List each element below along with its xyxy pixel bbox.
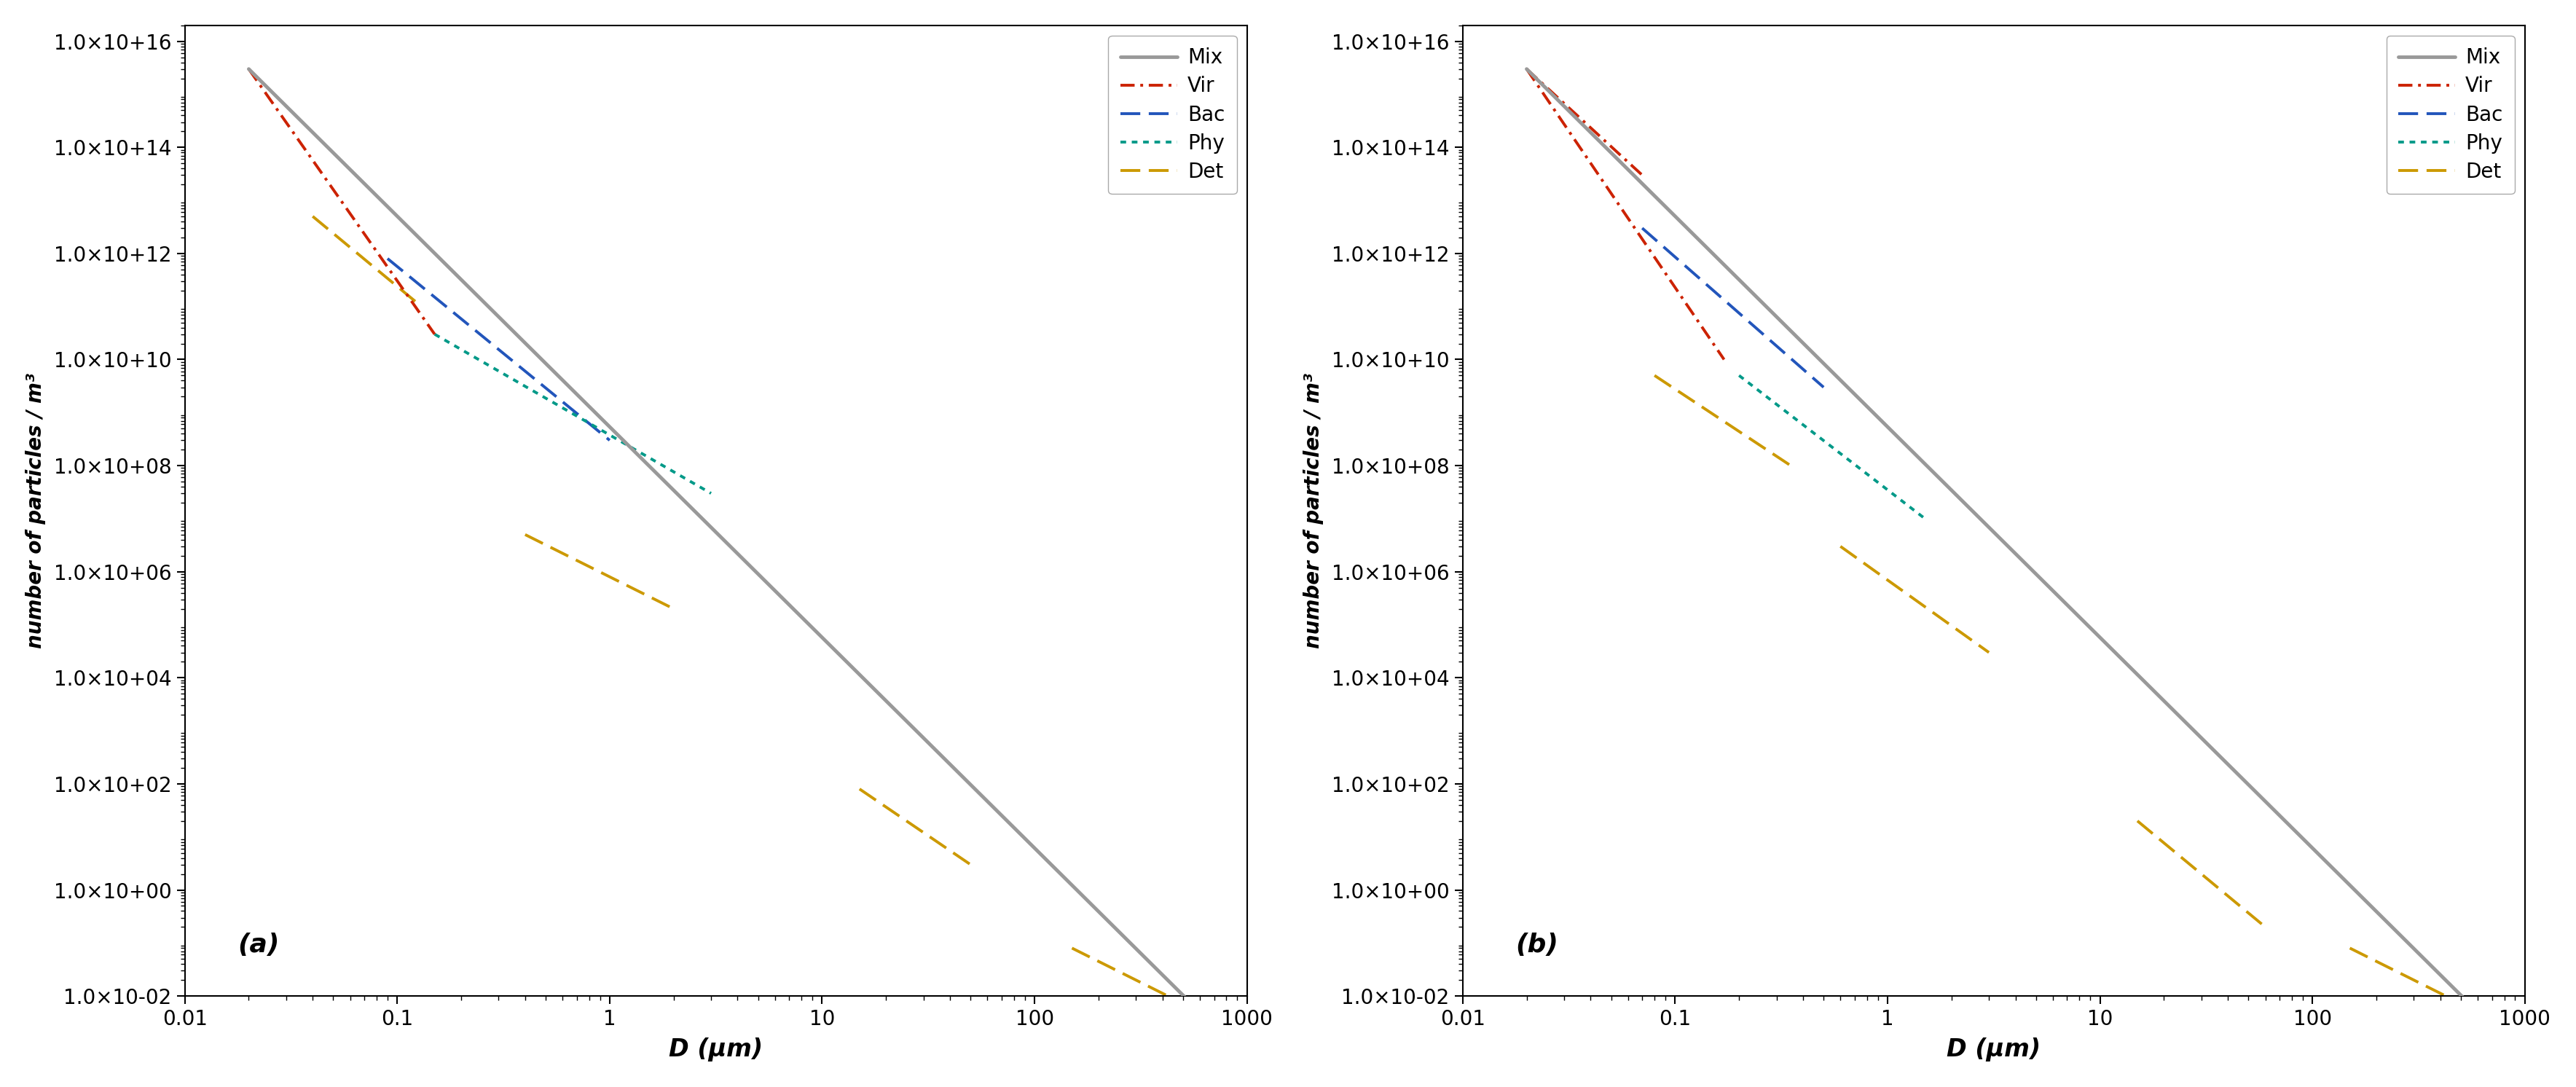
Bac (502, 360, 533, 373)
Det (1721, 423, 1752, 436)
Bac (507, 363, 538, 376)
Line: Vir: Vir (1528, 68, 1641, 175)
Text: (a): (a) (237, 933, 281, 958)
Mix (796, 621, 827, 634)
Bac (559, 405, 590, 418)
Vir (234, 63, 265, 76)
Vir (1607, 152, 1638, 165)
Vir (1579, 126, 1610, 139)
Phy (670, 472, 701, 485)
Vir (1625, 168, 1656, 182)
Mix (234, 62, 265, 75)
Text: (b): (b) (1515, 933, 1558, 958)
Det (296, 210, 327, 223)
Mix (237, 65, 268, 78)
Phy (587, 425, 618, 438)
Phy (1837, 457, 1868, 470)
Det (1721, 423, 1752, 436)
Mix (1512, 62, 1543, 75)
Phy (420, 327, 451, 340)
Vir (345, 221, 376, 234)
Phy (1909, 512, 1940, 525)
Det (363, 263, 394, 276)
X-axis label: D (μm): D (μm) (1947, 1038, 2040, 1062)
Mix (799, 624, 829, 637)
Line: Phy: Phy (1739, 375, 1924, 518)
Line: Mix: Mix (250, 68, 1200, 1012)
Phy (652, 462, 683, 475)
Bac (1734, 316, 1765, 329)
Vir (402, 303, 433, 316)
Bac (505, 360, 536, 373)
Vir (1579, 125, 1610, 138)
Mix (1095, 917, 1126, 930)
Bac (1739, 318, 1770, 332)
Det (1723, 424, 1754, 437)
Bac (1808, 380, 1839, 393)
Line: Mix: Mix (1528, 68, 2478, 1012)
Line: Phy: Phy (435, 334, 711, 493)
Det (389, 286, 420, 299)
Y-axis label: number of particles / m³: number of particles / m³ (1303, 373, 1324, 648)
Bac (1734, 316, 1765, 329)
Mix (1515, 65, 1546, 78)
Det (1638, 368, 1669, 382)
Mix (817, 639, 848, 652)
Det (1638, 370, 1669, 383)
Phy (1723, 368, 1754, 382)
Line: Vir: Vir (250, 68, 435, 334)
Vir (1512, 62, 1543, 75)
Mix (1185, 1005, 1216, 1019)
Mix (1036, 858, 1066, 871)
Bac (374, 252, 404, 265)
Phy (1834, 453, 1865, 466)
Bac (1628, 222, 1659, 235)
Vir (1615, 159, 1646, 172)
Mix (2313, 858, 2344, 871)
Mix (2076, 624, 2107, 637)
Vir (234, 62, 265, 75)
Det (1754, 445, 1785, 458)
Bac (371, 252, 402, 265)
Det (299, 210, 330, 223)
Bac (1780, 355, 1811, 368)
Det (363, 265, 394, 278)
Det (397, 291, 428, 304)
Vir (420, 327, 451, 340)
Det (361, 263, 392, 276)
Phy (582, 422, 613, 435)
Phy (420, 328, 451, 341)
Line: Det: Det (312, 216, 422, 307)
Line: Bac: Bac (1641, 228, 1824, 387)
Mix (2372, 917, 2403, 930)
Phy (1723, 370, 1754, 383)
Det (1775, 459, 1806, 472)
Legend: Mix, Vir, Bac, Phy, Det: Mix, Vir, Bac, Phy, Det (1108, 36, 1236, 195)
Phy (696, 487, 726, 500)
Bac (1790, 366, 1821, 379)
Mix (2463, 1005, 2494, 1019)
Bac (595, 434, 626, 447)
Phy (585, 423, 616, 436)
Bac (574, 416, 605, 429)
Det (1762, 451, 1793, 464)
Vir (1582, 127, 1613, 140)
Line: Bac: Bac (386, 259, 611, 440)
Mix (2094, 639, 2125, 652)
Mix (2074, 621, 2105, 634)
Line: Det: Det (1654, 375, 1790, 465)
X-axis label: D (μm): D (μm) (670, 1038, 762, 1062)
Det (407, 300, 438, 313)
Phy (1893, 499, 1924, 512)
Phy (1834, 454, 1865, 467)
Vir (343, 220, 374, 233)
Vir (1512, 63, 1543, 76)
Vir (389, 286, 420, 299)
Legend: Mix, Vir, Bac, Phy, Det: Mix, Vir, Bac, Phy, Det (2385, 36, 2514, 195)
Phy (1880, 489, 1911, 502)
Vir (348, 225, 379, 238)
Y-axis label: number of particles / m³: number of particles / m³ (26, 373, 46, 648)
Bac (1625, 222, 1656, 235)
